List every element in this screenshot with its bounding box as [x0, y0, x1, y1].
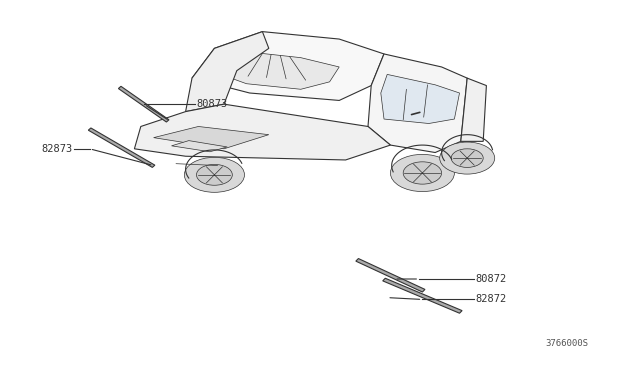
Text: 82872: 82872: [475, 295, 506, 304]
Text: 80872: 80872: [475, 274, 506, 284]
Circle shape: [440, 142, 495, 174]
Circle shape: [390, 154, 454, 192]
Polygon shape: [154, 126, 269, 149]
Polygon shape: [186, 32, 269, 112]
Circle shape: [196, 164, 232, 185]
Polygon shape: [381, 74, 460, 124]
Polygon shape: [192, 32, 384, 100]
Polygon shape: [118, 86, 169, 122]
Circle shape: [403, 162, 442, 184]
Polygon shape: [88, 128, 155, 167]
Polygon shape: [383, 278, 462, 313]
Circle shape: [184, 157, 244, 192]
Polygon shape: [461, 78, 486, 141]
Text: 82873: 82873: [42, 144, 73, 154]
Polygon shape: [134, 104, 390, 160]
Text: 80873: 80873: [196, 99, 228, 109]
Circle shape: [451, 149, 483, 167]
Polygon shape: [368, 54, 467, 153]
Text: 3766000S: 3766000S: [546, 339, 589, 348]
Polygon shape: [172, 141, 227, 152]
Polygon shape: [221, 52, 339, 89]
Polygon shape: [356, 259, 425, 292]
